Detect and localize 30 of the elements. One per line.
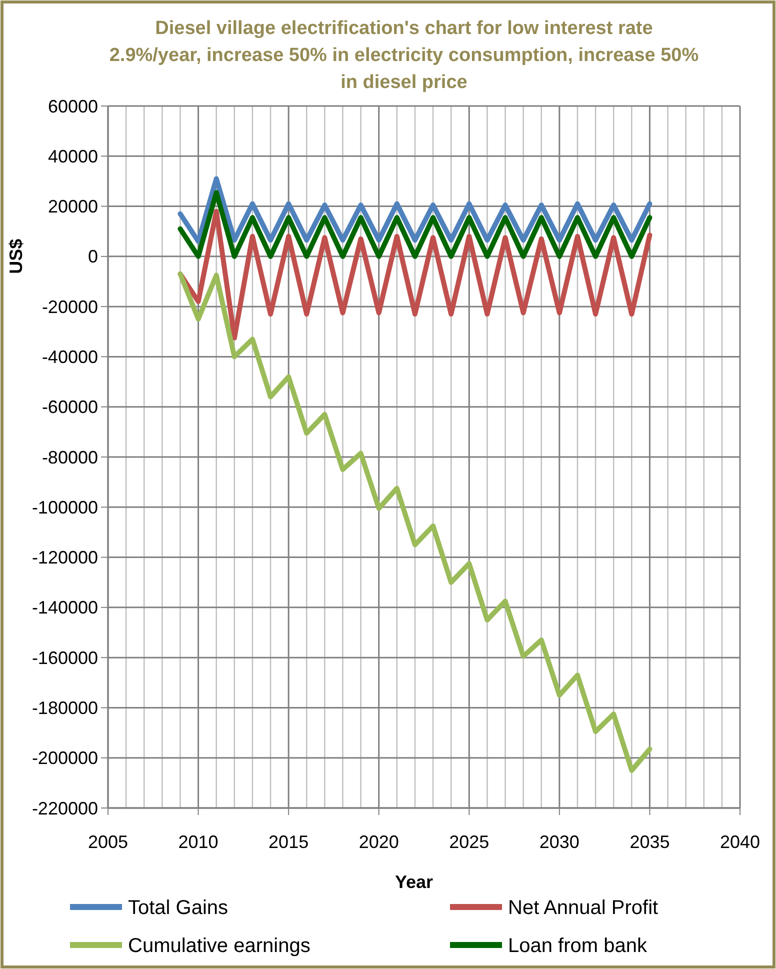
x-tick-label: 2035 bbox=[630, 832, 670, 852]
legend-label: Cumulative earnings bbox=[128, 935, 310, 957]
x-tick-label: 2040 bbox=[720, 832, 760, 852]
chart-title: Diesel village electrification's chart for low interest rate 2.9%/year, increase 50% in electricity consumption, increase 50% in diesel price bbox=[109, 18, 699, 93]
legend-label: Total Gains bbox=[128, 897, 228, 919]
x-tick-label: 2005 bbox=[88, 832, 128, 852]
legend-label: Loan from bank bbox=[508, 935, 648, 957]
y-tick-label: -220000 bbox=[32, 798, 98, 818]
y-tick-label: -100000 bbox=[32, 497, 98, 518]
y-tick-label: -20000 bbox=[42, 296, 98, 317]
x-tick-label: 2010 bbox=[178, 832, 218, 852]
legend-label: Net Annual Profit bbox=[508, 897, 659, 919]
y-tick-label: -180000 bbox=[32, 698, 98, 718]
y-tick-label: -140000 bbox=[32, 598, 98, 618]
y-tick-label: 20000 bbox=[48, 196, 98, 217]
y-tick-label: -120000 bbox=[32, 548, 98, 568]
y-axis-title: US$ bbox=[6, 238, 26, 274]
x-tick-label: 2025 bbox=[449, 832, 490, 852]
y-tick-label: -80000 bbox=[42, 447, 98, 468]
x-axis-title: Year bbox=[394, 872, 434, 892]
x-tick-label: 2020 bbox=[358, 832, 399, 852]
y-tick-label: 60000 bbox=[48, 96, 98, 116]
y-tick-label: -200000 bbox=[32, 748, 98, 768]
y-tick-label: -60000 bbox=[42, 397, 98, 418]
y-tick-label: 40000 bbox=[48, 146, 98, 166]
y-tick-label: -160000 bbox=[32, 648, 98, 668]
y-tick-label: 0 bbox=[88, 246, 98, 267]
x-tick-label: 2030 bbox=[539, 832, 580, 852]
y-tick-label: -40000 bbox=[42, 347, 98, 368]
x-tick-label: 2015 bbox=[268, 832, 309, 852]
